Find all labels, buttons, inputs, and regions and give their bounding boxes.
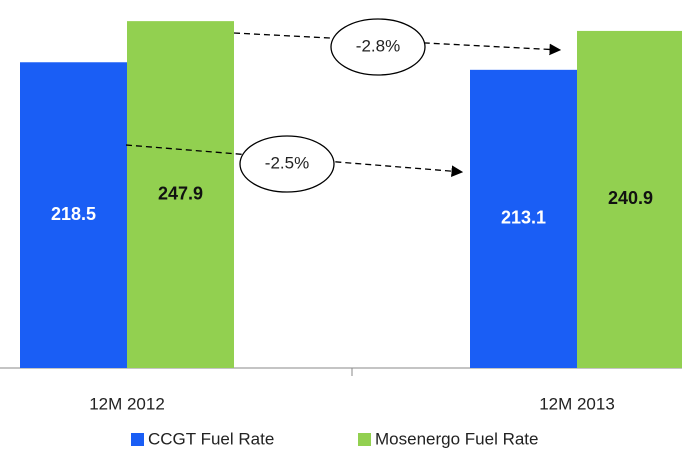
legend-swatch (358, 433, 371, 446)
bar (20, 62, 127, 368)
value-label: 218.5 (51, 204, 96, 224)
legend-label: Mosenergo Fuel Rate (375, 429, 538, 448)
value-label: 213.1 (501, 208, 546, 228)
x-tick-label: 12M 2013 (539, 394, 615, 413)
annotation: -2.5% (265, 153, 309, 172)
bar (577, 30, 682, 369)
x-tick-label: 12M 2012 (89, 394, 165, 413)
legend-label: CCGT Fuel Rate (148, 429, 274, 448)
bar (127, 21, 234, 369)
arrow (125, 144, 464, 177)
annotation: -2.8% (356, 36, 400, 55)
legend-swatch (131, 433, 144, 446)
annotation-bubble (239, 135, 335, 193)
bar (470, 69, 577, 368)
value-label: 247.9 (158, 183, 203, 203)
value-label: 240.9 (608, 188, 653, 208)
annotation-bubble (330, 18, 426, 76)
